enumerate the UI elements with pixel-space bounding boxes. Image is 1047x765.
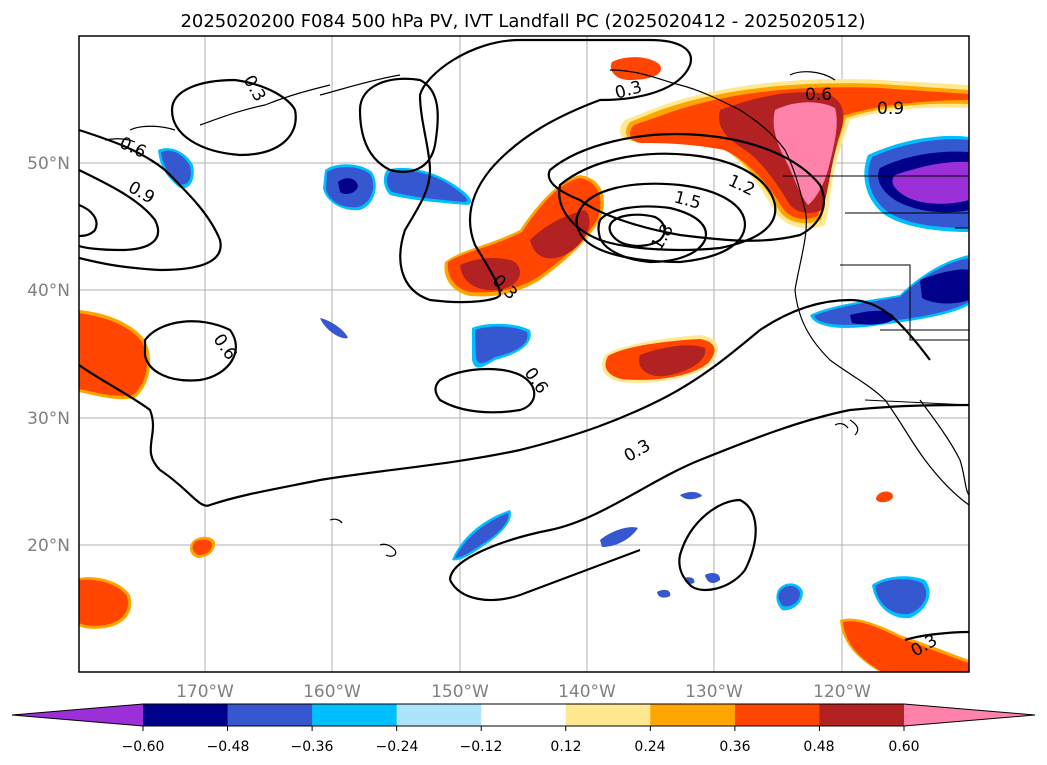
colorbar-tick-label: −0.24 (376, 739, 419, 755)
anomaly-north-blob (610, 57, 661, 80)
contour-0.6-sub (143, 320, 237, 382)
contour-0.9-west (79, 169, 160, 252)
contour-0.3-long (79, 298, 931, 507)
lon-tick-label: 160°W (303, 682, 361, 702)
contour-0.3-main (399, 38, 693, 304)
colorbar-segment (734, 704, 820, 726)
colorbar-segment (312, 704, 398, 726)
contour-0.6-mid (434, 367, 536, 414)
lon-tick-label: 130°W (685, 682, 743, 702)
colorbar-tick-label: −0.36 (291, 739, 334, 755)
colorbar-segment (819, 704, 905, 726)
colorbar-tick-label: −0.48 (207, 739, 250, 755)
contour-0.6-west (79, 128, 222, 272)
colorbar-extend-high (904, 704, 1035, 726)
longitude-labels: 170°W 160°W 150°W 140°W 130°W 120°W (176, 682, 871, 702)
lat-tick-label: 30°N (27, 409, 70, 429)
contour-0.3-north (170, 78, 297, 157)
latitude-labels: 50°N 40°N 30°N 20°N (27, 154, 70, 556)
contour-0.9-main (547, 132, 825, 242)
colorbar-segment (227, 704, 313, 726)
colorbar-segment (396, 704, 482, 726)
colorbar (11, 703, 1036, 731)
lon-tick-label: 170°W (176, 682, 234, 702)
colorbar-tick-label: −0.60 (122, 739, 165, 755)
colorbar-tick-label: 0.48 (803, 739, 834, 755)
contour-label: 0.6 (805, 85, 832, 105)
colorbar-tick-label: 0.36 (719, 739, 750, 755)
colorbar-tick-labels: −0.60 −0.48 −0.36 −0.24 −0.12 0.12 0.24 … (122, 739, 920, 755)
lon-tick-label: 150°W (431, 682, 489, 702)
colorbar-segment (143, 704, 229, 726)
lat-tick-label: 20°N (27, 536, 70, 556)
colorbar-extend-low (12, 704, 143, 726)
map-title: 2025020200 F084 500 hPa PV, IVT Landfall… (180, 11, 865, 32)
lon-tick-label: 140°W (558, 682, 616, 702)
colorbar-segment (481, 704, 567, 726)
colorbar-segment (650, 704, 736, 726)
colorbar-tick-label: −0.12 (460, 739, 503, 755)
lat-tick-label: 40°N (27, 281, 70, 301)
coastlines (104, 69, 969, 557)
contour-1.5 (575, 182, 747, 264)
pv-contours (79, 38, 969, 642)
colorbar-tick-label: 0.24 (634, 739, 665, 755)
contour-0.3-loop (678, 498, 757, 592)
contour-0.3-south (448, 403, 969, 581)
colorbar-tick-label: 0.60 (888, 739, 919, 755)
lon-tick-label: 120°W (813, 682, 871, 702)
lat-tick-label: 50°N (27, 154, 70, 174)
contour-1.8 (597, 205, 708, 264)
anomaly-main-peak (773, 102, 837, 205)
contour-0.6-north (358, 77, 439, 173)
colorbar-segment (565, 704, 651, 726)
map-frame (78, 35, 970, 673)
negative-anomaly-fills (158, 135, 969, 619)
colorbar-tick-label: 0.12 (550, 739, 581, 755)
contour-label: 0.9 (877, 99, 904, 119)
